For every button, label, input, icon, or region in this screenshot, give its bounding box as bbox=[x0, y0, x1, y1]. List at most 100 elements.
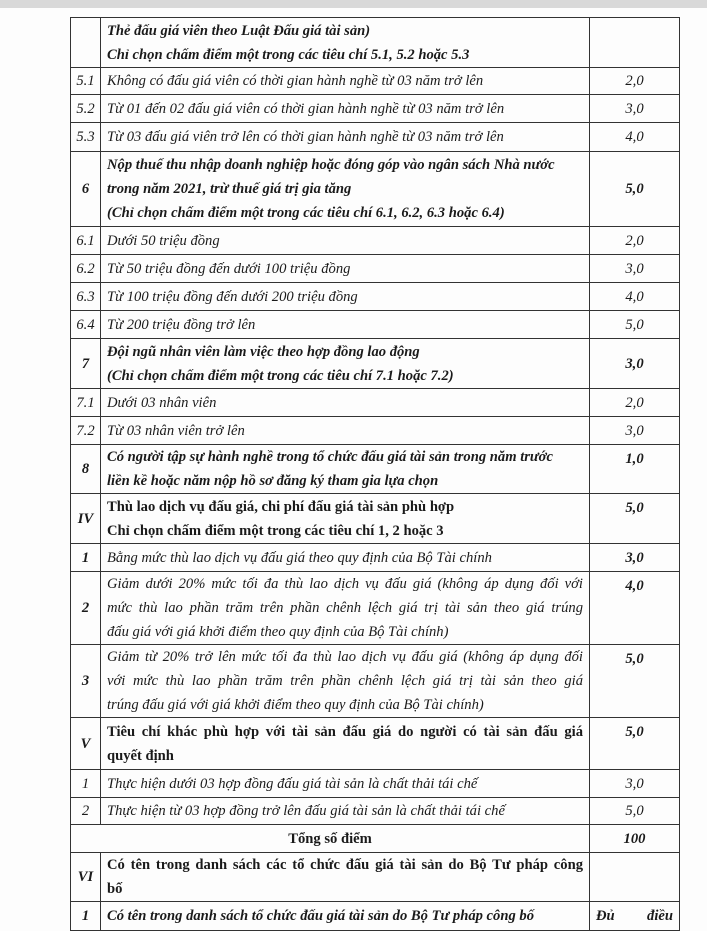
criterion-text: Không có đấu giá viên có thời gian hành … bbox=[100, 67, 590, 95]
criterion-line: Từ 200 triệu đồng trở lên bbox=[107, 316, 256, 333]
criterion-line: Giảm dưới 20% mức tối đa thù lao dịch vụ… bbox=[107, 576, 583, 592]
criterion-number: 6.3 bbox=[70, 282, 101, 311]
criterion-line: Chỉ chọn chấm điểm một trong các tiêu ch… bbox=[107, 522, 444, 539]
criterion-text: Thù lao dịch vụ đấu giá, chi phí đấu giá… bbox=[100, 493, 590, 544]
criterion-score: 5,0 bbox=[589, 493, 680, 544]
criterion-number: 1 bbox=[70, 901, 101, 931]
criterion-text: Từ 200 triệu đồng trở lên bbox=[100, 310, 590, 339]
criterion-number: 5.1 bbox=[70, 67, 101, 95]
criterion-line: mức thù lao phần trăm trên phần chênh lệ… bbox=[107, 600, 583, 616]
criterion-text: Thực hiện dưới 03 hợp đồng đấu giá tài s… bbox=[100, 769, 590, 798]
criterion-number: VI bbox=[70, 852, 101, 902]
table-row: V Tiêu chí khác phù hợp với tài sản đấu g… bbox=[70, 717, 680, 770]
criterion-text: Có tên trong danh sách các tổ chức đấu g… bbox=[100, 852, 590, 902]
criterion-text: Có tên trong danh sách tổ chức đấu giá t… bbox=[100, 901, 590, 931]
criterion-score: Đủ điều bbox=[589, 901, 680, 931]
criterion-number: 6.4 bbox=[70, 310, 101, 339]
criterion-line: trong năm 2021, trừ thuế giá trị gia tăn… bbox=[107, 181, 352, 197]
criterion-score: 100 bbox=[589, 824, 680, 853]
criterion-line: Có người tập sự hành nghề trong tổ chức … bbox=[107, 449, 553, 465]
criterion-text: Nộp thuế thu nhập doanh nghiệp hoặc đóng… bbox=[100, 151, 590, 227]
table-row: 5.1 Không có đấu giá viên có thời gian hà… bbox=[70, 67, 680, 95]
criterion-text: Thực hiện từ 03 hợp đồng trở lên đấu giá… bbox=[100, 797, 590, 825]
criterion-text: Dưới 03 nhân viên bbox=[100, 388, 590, 417]
criterion-number: 6.2 bbox=[70, 254, 101, 283]
criterion-score: 5,0 bbox=[589, 151, 680, 227]
criterion-score: 4,0 bbox=[589, 282, 680, 311]
criterion-text: Bằng mức thù lao dịch vụ đấu giá theo qu… bbox=[100, 543, 590, 572]
criterion-line: Dưới 50 triệu đồng bbox=[107, 232, 220, 249]
criterion-line: Dưới 03 nhân viên bbox=[107, 394, 217, 411]
criterion-text: Thẻ đấu giá viên theo Luật Đấu giá tài s… bbox=[100, 17, 590, 68]
criterion-score: 5,0 bbox=[589, 310, 680, 339]
criterion-line: Từ 03 đấu giá viên trở lên có thời gian … bbox=[107, 129, 504, 145]
criterion-line: với mức thù lao phần trăm trên phần chên… bbox=[107, 673, 583, 689]
table-row: 6.2 Từ 50 triệu đồng đến dưới 100 triệu đ… bbox=[70, 254, 680, 283]
criterion-line: quyết định bbox=[107, 747, 174, 764]
table-row: 8 Có người tập sự hành nghề trong tổ chức… bbox=[70, 444, 680, 494]
criterion-line: Chỉ chọn chấm điểm một trong các tiêu ch… bbox=[107, 46, 470, 63]
criterion-number: 6.1 bbox=[70, 226, 101, 255]
criterion-number: 7 bbox=[70, 338, 101, 389]
criterion-number: 1 bbox=[70, 543, 101, 572]
table-row: Thẻ đấu giá viên theo Luật Đấu giá tài s… bbox=[70, 17, 680, 68]
criterion-line: trúng đấu giá với giá khởi điểm theo quy… bbox=[107, 697, 484, 713]
table-row: 5.2 Từ 01 đến 02 đấu giá viên có thời gia… bbox=[70, 94, 680, 123]
criterion-text: Từ 03 nhân viên trở lên bbox=[100, 416, 590, 445]
criterion-line: Thực hiện dưới 03 hợp đồng đấu giá tài s… bbox=[107, 775, 478, 792]
criterion-text: Dưới 50 triệu đồng bbox=[100, 226, 590, 255]
criterion-score: 3,0 bbox=[589, 416, 680, 445]
criterion-number: 2 bbox=[70, 797, 101, 825]
criterion-text: Từ 50 triệu đồng đến dưới 100 triệu đồng bbox=[100, 254, 590, 283]
criterion-text: Tiêu chí khác phù hợp với tài sản đấu gi… bbox=[100, 717, 590, 770]
criterion-line: Thực hiện từ 03 hợp đồng trở lên đấu giá… bbox=[107, 803, 505, 819]
table-row: Tổng số điểm 100 bbox=[70, 824, 680, 853]
criterion-text: Có người tập sự hành nghề trong tổ chức … bbox=[100, 444, 590, 494]
table-row: 1 Có tên trong danh sách tổ chức đấu giá … bbox=[70, 901, 680, 931]
criterion-line: Có tên trong danh sách các tổ chức đấu g… bbox=[107, 857, 583, 873]
criterion-number: 1 bbox=[70, 769, 101, 798]
criterion-number: 5.2 bbox=[70, 94, 101, 123]
criterion-line: Giảm từ 20% trở lên mức tối đa thù lao d… bbox=[107, 649, 583, 665]
criterion-line: đấu giá với giá khởi điểm theo quy định … bbox=[107, 624, 449, 640]
criterion-line: Thẻ đấu giá viên theo Luật Đấu giá tài s… bbox=[107, 22, 371, 39]
table-row: 1 Thực hiện dưới 03 hợp đồng đấu giá tài … bbox=[70, 769, 680, 798]
criterion-score bbox=[589, 852, 680, 902]
criterion-score: 3,0 bbox=[589, 338, 680, 389]
table-row: IV Thù lao dịch vụ đấu giá, chi phí đấu g… bbox=[70, 493, 680, 544]
table-row: 6.4 Từ 200 triệu đồng trở lên 5,0 bbox=[70, 310, 680, 339]
table-row: 5.3 Từ 03 đấu giá viên trở lên có thời gi… bbox=[70, 122, 680, 152]
criterion-score: 5,0 bbox=[589, 644, 680, 718]
criterion-score bbox=[589, 17, 680, 68]
criterion-score: 3,0 bbox=[589, 254, 680, 283]
criterion-line: Tiêu chí khác phù hợp với tài sản đấu gi… bbox=[107, 723, 583, 740]
criterion-score: 2,0 bbox=[589, 67, 680, 95]
table-row: 7.2 Từ 03 nhân viên trở lên 3,0 bbox=[70, 416, 680, 445]
criterion-line: Có tên trong danh sách tổ chức đấu giá t… bbox=[107, 908, 534, 924]
criterion-text: Từ 100 triệu đồng đến dưới 200 triệu đồn… bbox=[100, 282, 590, 311]
criterion-score: 2,0 bbox=[589, 388, 680, 417]
criterion-line: (Chỉ chọn chấm điểm một trong các tiêu c… bbox=[107, 205, 505, 221]
criterion-score: 3,0 bbox=[589, 543, 680, 572]
criterion-number: V bbox=[70, 717, 101, 770]
table-row: VI Có tên trong danh sách các tổ chức đấu… bbox=[70, 852, 680, 902]
table-row: 7.1 Dưới 03 nhân viên 2,0 bbox=[70, 388, 680, 417]
criterion-line: Nộp thuế thu nhập doanh nghiệp hoặc đóng… bbox=[107, 157, 555, 173]
criterion-score: 3,0 bbox=[589, 94, 680, 123]
scoring-criteria-table: Thẻ đấu giá viên theo Luật Đấu giá tài s… bbox=[70, 17, 680, 931]
criterion-line: bố bbox=[107, 881, 123, 897]
criterion-line: Từ 50 triệu đồng đến dưới 100 triệu đồng bbox=[107, 260, 351, 277]
total-label: Tổng số điểm bbox=[70, 824, 590, 853]
viewer-top-bar bbox=[0, 0, 707, 8]
table-row: 6.3 Từ 100 triệu đồng đến dưới 200 triệu … bbox=[70, 282, 680, 311]
table-row: 3 Giảm từ 20% trở lên mức tối đa thù lao … bbox=[70, 644, 680, 718]
criterion-text: Từ 03 đấu giá viên trở lên có thời gian … bbox=[100, 122, 590, 152]
criterion-line: Thù lao dịch vụ đấu giá, chi phí đấu giá… bbox=[107, 498, 455, 515]
table-row: 6.1 Dưới 50 triệu đồng 2,0 bbox=[70, 226, 680, 255]
criterion-number bbox=[70, 17, 101, 68]
criterion-line: Từ 01 đến 02 đấu giá viên có thời gian h… bbox=[107, 100, 505, 117]
criterion-score: 3,0 bbox=[589, 769, 680, 798]
table-row: 2 Thực hiện từ 03 hợp đồng trở lên đấu gi… bbox=[70, 797, 680, 825]
table-row: 1 Bằng mức thù lao dịch vụ đấu giá theo q… bbox=[70, 543, 680, 572]
criterion-line: Không có đấu giá viên có thời gian hành … bbox=[107, 73, 484, 89]
